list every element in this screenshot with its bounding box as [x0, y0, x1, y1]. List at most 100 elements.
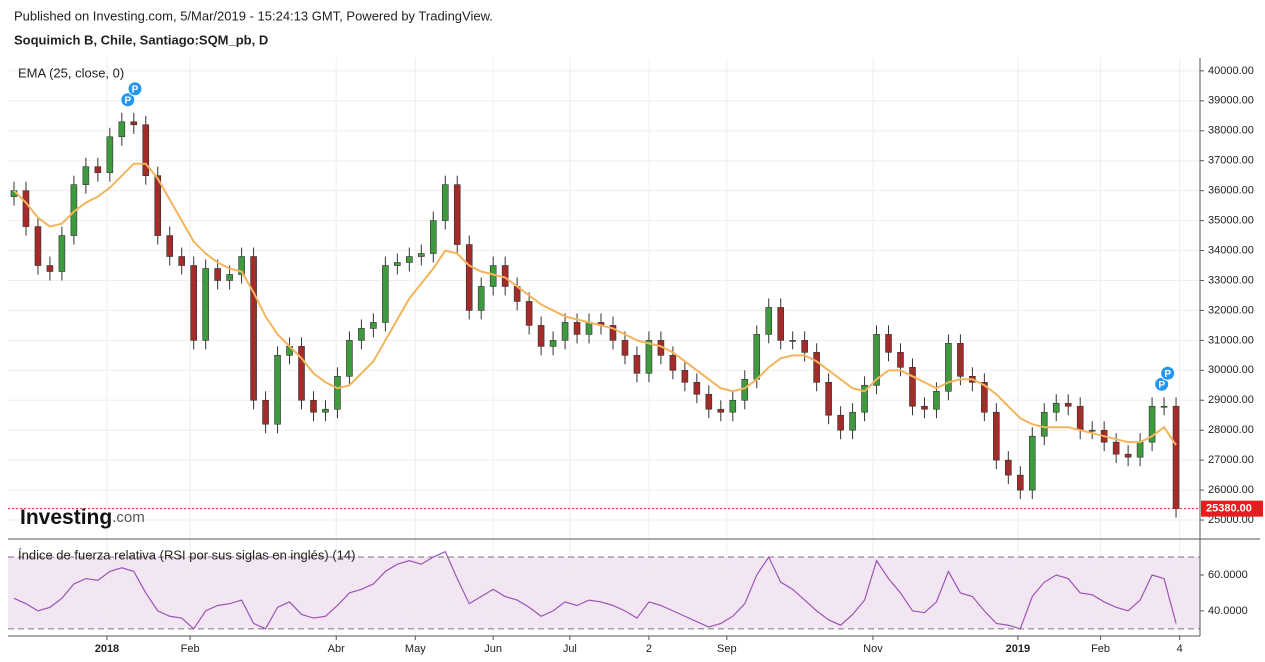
candle-body — [22, 190, 30, 227]
y-tick-label: 34000.00 — [1208, 244, 1254, 256]
candle-body — [1124, 453, 1132, 458]
indicator-label: Índice de fuerza relativa (RSI por sus s… — [18, 547, 355, 562]
candle-body — [94, 166, 102, 173]
candle-body — [453, 184, 461, 245]
candle-body — [765, 307, 773, 335]
candle-body — [717, 408, 725, 413]
candle-body — [789, 340, 796, 342]
candle-body — [418, 253, 425, 257]
x-tick-label: Feb — [1091, 643, 1110, 655]
published-note: Published on Investing.com, 5/Mar/2019 -… — [14, 8, 493, 23]
event-marker: P — [127, 81, 143, 97]
candle-body — [370, 322, 377, 329]
candle-body — [813, 352, 820, 383]
candle-body — [729, 399, 737, 413]
rsi-band — [8, 557, 1200, 629]
marker-dot — [1160, 365, 1176, 381]
x-tick-label: Jun — [484, 643, 502, 655]
candle-body — [801, 340, 808, 353]
y-tick-label: 35000.00 — [1208, 215, 1254, 227]
candle-body — [226, 274, 233, 281]
candle-body — [262, 399, 269, 425]
candle-body — [310, 399, 317, 413]
ema-line — [13, 162, 1177, 446]
candle-body — [106, 136, 114, 173]
candle-body — [609, 325, 617, 341]
x-tick-label: 2 — [646, 643, 652, 655]
candle-body — [585, 322, 593, 335]
instrument-title: Soquimich B, Chile, Santiago:SQM_pb, D — [14, 32, 268, 47]
y-tick-label: 30000.00 — [1208, 364, 1254, 376]
candle-body — [118, 121, 126, 138]
candle-body — [873, 334, 880, 386]
candle-body — [1112, 441, 1120, 455]
candle-body — [130, 121, 138, 126]
last-price-label: 25380.00 — [1206, 503, 1252, 515]
marker-label: P — [124, 95, 131, 106]
candle-body — [573, 322, 581, 335]
y-tick-label: 60.0000 — [1208, 569, 1248, 581]
candle-body — [669, 355, 677, 371]
candle-body — [429, 220, 437, 254]
candle-body — [861, 384, 868, 413]
logo: Investing.com — [20, 506, 145, 529]
candle-body — [525, 301, 533, 326]
candle-body — [214, 268, 221, 281]
candle-body — [921, 405, 928, 410]
event-marker: P — [1160, 365, 1176, 381]
candle-body — [1172, 405, 1180, 509]
marker-label: P — [1158, 380, 1165, 391]
candle-body — [849, 411, 856, 431]
candle-body — [537, 325, 545, 347]
candle-body — [1148, 405, 1156, 443]
logo-suffix: .com — [112, 509, 145, 526]
candle-body — [777, 307, 785, 341]
x-tick-label: Abr — [328, 643, 345, 655]
rsi-line — [13, 550, 1177, 630]
y-tick-label: 28000.00 — [1208, 424, 1254, 436]
candle-body — [190, 265, 197, 341]
candle-body — [945, 343, 952, 392]
candle-body — [441, 184, 449, 221]
marker-label: P — [1164, 369, 1171, 380]
candle-body — [705, 393, 713, 410]
candle-body — [1136, 441, 1144, 458]
candle-body — [993, 411, 1000, 461]
candle-body — [1052, 402, 1060, 413]
y-tick-label: 32000.00 — [1208, 304, 1254, 316]
x-tick-label: 4 — [1177, 643, 1183, 655]
candle-body — [909, 367, 916, 407]
candle-body — [561, 322, 569, 341]
candle-body — [358, 328, 365, 341]
candle-body — [322, 408, 329, 413]
candle-body — [274, 355, 281, 425]
candle-body — [46, 265, 54, 272]
candle-body — [1005, 459, 1012, 476]
marker-dot — [120, 92, 136, 108]
y-tick-label: 40000.00 — [1208, 65, 1254, 77]
logo-brand: Investing — [20, 506, 112, 529]
candle-body — [382, 265, 389, 323]
candle-body — [1160, 405, 1168, 408]
last-price-box — [1201, 500, 1263, 517]
candle-body — [465, 244, 473, 311]
candle-body — [897, 352, 904, 368]
candle-body — [34, 226, 42, 266]
candle-body — [837, 414, 844, 431]
marker-label: P — [132, 84, 139, 95]
candle-body — [825, 381, 832, 416]
candle-body — [681, 370, 689, 383]
x-tick-label: Nov — [863, 643, 883, 655]
y-tick-label: 25000.00 — [1208, 514, 1254, 526]
x-tick-label: Jul — [563, 643, 577, 655]
candle-body — [549, 340, 557, 347]
candle-body — [1076, 405, 1084, 431]
candle-body — [58, 235, 66, 272]
x-tick-label: 2019 — [1006, 643, 1030, 655]
candle-body — [981, 381, 988, 413]
candle-body — [346, 340, 353, 377]
x-tick-label: Feb — [181, 643, 200, 655]
event-marker: P — [120, 92, 136, 108]
